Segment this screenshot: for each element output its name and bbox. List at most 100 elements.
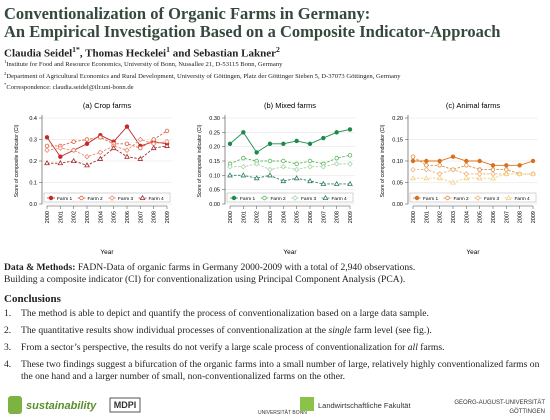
y-tick-label: 0.0	[29, 202, 37, 208]
point	[44, 135, 50, 140]
conclusions-list: 1. The method is able to depict and quant…	[4, 308, 544, 383]
y-tick-label: 0.00	[209, 202, 220, 208]
x-tick-label: 2005	[112, 211, 118, 223]
point	[267, 158, 273, 164]
y-tick-label: 0.10	[392, 159, 403, 165]
author-affil: 2	[276, 45, 280, 54]
legend-label: Farm 2	[271, 196, 287, 202]
title: Conventionalization of Organic Farms in …	[4, 4, 371, 23]
x-tick-label: 2007	[504, 211, 510, 223]
x-axis-label: Year	[100, 249, 114, 256]
legend-marker	[139, 194, 146, 200]
conclusions-heading: Conclusions	[4, 293, 61, 305]
point	[241, 155, 246, 161]
author-affil: 1*	[72, 45, 80, 54]
series-line	[47, 145, 168, 166]
point	[267, 166, 273, 173]
y-tick-label: 0.4	[29, 116, 37, 122]
point	[151, 137, 156, 142]
logo-text: sustainability	[26, 400, 97, 412]
y-tick-label: 0.25	[209, 130, 220, 136]
y-tick-label: 0.20	[209, 145, 220, 151]
point	[281, 141, 286, 146]
x-tick-label: 2007	[138, 211, 144, 223]
point	[410, 158, 416, 164]
point	[307, 141, 313, 146]
logo-text: UNIVERSITÄT BONN	[258, 409, 307, 416]
x-tick-label: 2001	[241, 211, 247, 223]
point	[477, 158, 482, 164]
legend-marker	[505, 194, 512, 200]
item-text: The quantitative results show individual…	[21, 325, 432, 337]
x-tick-label: 2007	[321, 211, 327, 223]
point	[294, 138, 299, 144]
point	[267, 172, 273, 178]
x-tick-label: 2005	[295, 211, 301, 223]
y-tick-label: 0.15	[392, 138, 403, 144]
point	[437, 158, 442, 164]
logo-text: GÖTTINGEN	[509, 408, 545, 415]
item-text-part: The method is able to depict and quantif…	[21, 308, 429, 319]
legend-label: Farm 2	[454, 196, 470, 202]
affil-text: Department of Agricultural Economics and…	[6, 72, 401, 80]
point	[464, 158, 469, 164]
point	[516, 170, 523, 176]
point	[293, 166, 300, 173]
x-tick-label: 2003	[268, 211, 274, 223]
point	[124, 141, 130, 146]
y-tick-label: 0.2	[29, 159, 37, 165]
point	[267, 141, 273, 146]
point	[164, 128, 170, 134]
affil-text: Correspondence: claudia.seidel@ilr.uni-b…	[6, 84, 134, 92]
point	[84, 137, 90, 142]
methods-line: Building a composite indicator (CI) for …	[4, 274, 406, 285]
point	[490, 175, 496, 181]
point	[110, 144, 117, 151]
author: Claudia Seidel	[4, 47, 73, 60]
legend-box	[43, 192, 171, 203]
author: , Thomas Heckelei	[79, 47, 167, 60]
logo-text: Landwirtschaftliche Fakultät	[318, 401, 411, 410]
point	[70, 157, 77, 163]
legend-label: Farm 4	[149, 196, 165, 202]
footer: sustainability MDPI UNIVERSITÄT BONN Lan…	[8, 396, 545, 416]
affil-mark: *	[4, 82, 7, 88]
affil-text: Institute for Food and Resource Economic…	[6, 61, 283, 69]
legend-marker	[414, 195, 420, 201]
point	[320, 163, 327, 170]
point	[84, 141, 90, 146]
item-text-part: farm level (see fig.).	[351, 325, 432, 336]
chart-title: (c) Animal farms	[446, 101, 500, 110]
author: and Sebastian Lakner	[169, 47, 277, 60]
chart-title: (a) Crop farms	[83, 101, 132, 110]
point	[333, 161, 340, 167]
conclusion-item: 4. These two findings suggest a bifurcati…	[4, 359, 544, 383]
legend-marker	[262, 195, 267, 201]
author-affil: 1	[166, 45, 170, 54]
x-tick-label: 2000	[45, 211, 51, 223]
logo-text: MDPI	[114, 400, 137, 410]
point	[410, 154, 416, 159]
y-tick-label: 0.1	[29, 181, 37, 187]
point	[450, 179, 456, 185]
y-axis-label: Score of composite indicator (CI)	[14, 124, 20, 197]
point	[294, 161, 299, 167]
legend-marker	[109, 195, 115, 201]
series-line	[413, 156, 534, 166]
item-text: These two findings suggest a bifurcation…	[21, 359, 544, 383]
x-tick-label: 2004	[281, 211, 287, 223]
point	[347, 180, 353, 186]
point	[84, 162, 90, 168]
y-tick-label: 0.05	[392, 181, 403, 187]
series-line	[230, 174, 350, 185]
point	[57, 160, 64, 166]
point	[164, 142, 170, 148]
x-tick-label: 2003	[85, 211, 91, 223]
x-tick-label: 2009	[348, 211, 354, 223]
point	[410, 175, 416, 181]
legend-marker	[48, 195, 54, 201]
affiliations: 1Institute for Food and Resource Economi…	[4, 58, 401, 93]
item-text-part: all	[407, 342, 418, 353]
point	[307, 163, 313, 170]
point	[57, 145, 64, 151]
